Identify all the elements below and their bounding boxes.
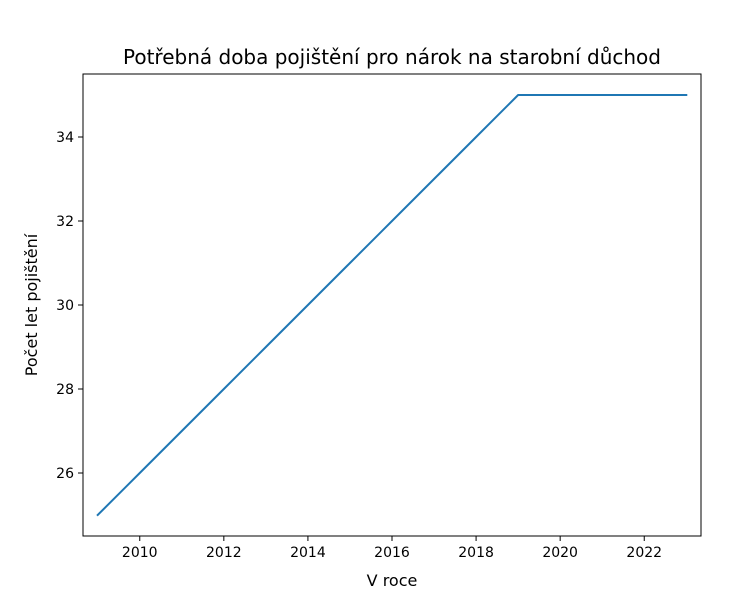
x-tick-label: 2014 (290, 545, 326, 561)
series-layer (96, 94, 688, 517)
x-tick-label: 2020 (542, 545, 578, 561)
plot-area-frame (82, 73, 702, 537)
y-axis-title: Počet let pojištění (22, 233, 41, 376)
x-tick-label: 2012 (206, 545, 242, 561)
x-axis: 2010 2012 2014 2016 2018 2020 2022 (122, 536, 662, 561)
chart-title: Potřebná doba pojištění pro nárok na sta… (123, 45, 661, 69)
series-line (96, 94, 688, 517)
y-tick-label: 32 (56, 214, 74, 230)
y-tick-label: 26 (56, 466, 74, 482)
x-axis-title: V roce (367, 571, 418, 590)
x-tick-label: 2016 (374, 545, 410, 561)
x-tick-label: 2010 (122, 545, 158, 561)
y-axis: 26 28 30 32 34 (56, 130, 83, 482)
y-tick-label: 28 (56, 382, 74, 398)
y-tick-label: 30 (56, 298, 74, 314)
y-tick-label: 34 (56, 130, 74, 146)
x-tick-label: 2022 (626, 545, 662, 561)
x-tick-label: 2018 (458, 545, 494, 561)
